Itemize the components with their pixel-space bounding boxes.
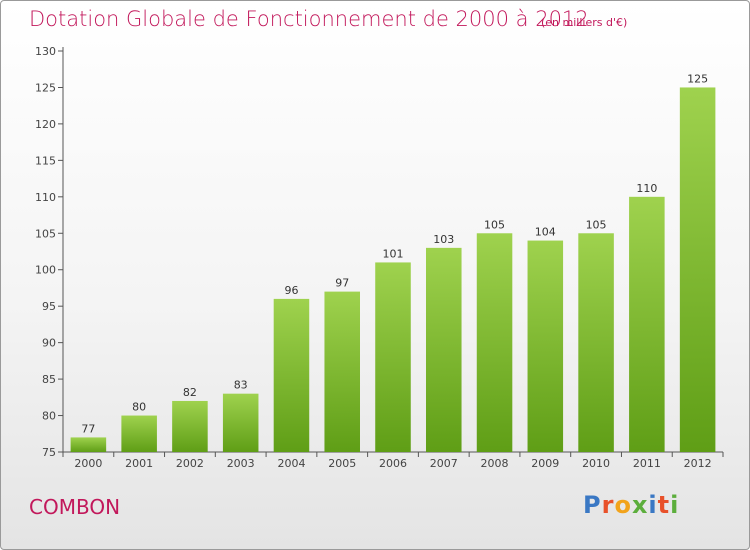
y-tick-label: 90 — [42, 337, 56, 350]
x-tick-label: 2005 — [328, 457, 356, 470]
data-label: 77 — [81, 422, 95, 435]
data-label: 104 — [535, 226, 556, 239]
logo-letter: t — [657, 491, 671, 519]
logo-letter: i — [670, 491, 680, 519]
x-tick-label: 2009 — [531, 457, 559, 470]
data-label: 103 — [433, 233, 454, 246]
logo-letter: x — [631, 491, 649, 519]
x-tick-label: 2001 — [125, 457, 153, 470]
bar — [324, 291, 360, 452]
data-label: 83 — [234, 379, 248, 392]
bar — [375, 262, 411, 452]
data-label: 105 — [484, 218, 505, 231]
bar — [629, 196, 665, 452]
x-tick-label: 2003 — [227, 457, 255, 470]
data-label: 105 — [586, 218, 607, 231]
data-label: 82 — [183, 386, 197, 399]
chart-title: Dotation Globale de Fonctionnement de 20… — [29, 7, 589, 31]
commune-name: COMBON — [29, 495, 121, 519]
bar — [121, 415, 157, 452]
y-tick-label: 100 — [35, 264, 56, 277]
y-tick-label: 110 — [35, 191, 56, 204]
x-tick-label: 2007 — [430, 457, 458, 470]
data-label: 110 — [636, 182, 657, 195]
bar — [70, 437, 107, 452]
x-tick-label: 2011 — [633, 457, 661, 470]
bar — [679, 87, 716, 453]
bar — [476, 233, 513, 452]
bar — [527, 240, 564, 452]
y-tick-label: 105 — [35, 227, 56, 240]
x-tick-label: 2004 — [277, 457, 305, 470]
y-tick-label: 85 — [42, 373, 56, 386]
bar — [426, 247, 462, 452]
y-tick-label: 80 — [42, 410, 56, 423]
x-tick-label: 2002 — [176, 457, 204, 470]
chart-unit: (en milliers d'€) — [541, 16, 628, 29]
logo-letter: P — [583, 491, 602, 519]
data-label: 80 — [132, 401, 146, 414]
x-tick-label: 2010 — [582, 457, 610, 470]
proxiti-logo: Proxiti — [583, 491, 679, 519]
bar — [578, 233, 614, 452]
logo-letter: o — [614, 491, 632, 519]
x-tick-label: 2000 — [74, 457, 102, 470]
y-tick-label: 115 — [35, 154, 56, 167]
y-tick-label: 125 — [35, 81, 56, 94]
logo-letter: i — [648, 491, 658, 519]
bar — [222, 393, 259, 452]
data-label: 101 — [383, 247, 404, 260]
y-tick-label: 75 — [42, 446, 56, 459]
x-tick-label: 2008 — [481, 457, 509, 470]
data-label: 97 — [335, 277, 349, 290]
x-tick-label: 2012 — [684, 457, 712, 470]
data-label: 125 — [687, 72, 708, 85]
logo-letter: r — [601, 491, 615, 519]
y-tick-label: 120 — [35, 118, 56, 131]
x-tick-label: 2006 — [379, 457, 407, 470]
bar — [172, 400, 208, 452]
y-tick-label: 95 — [42, 300, 56, 313]
y-tick-label: 130 — [35, 45, 56, 58]
bar — [273, 298, 310, 452]
data-label: 96 — [284, 284, 298, 297]
